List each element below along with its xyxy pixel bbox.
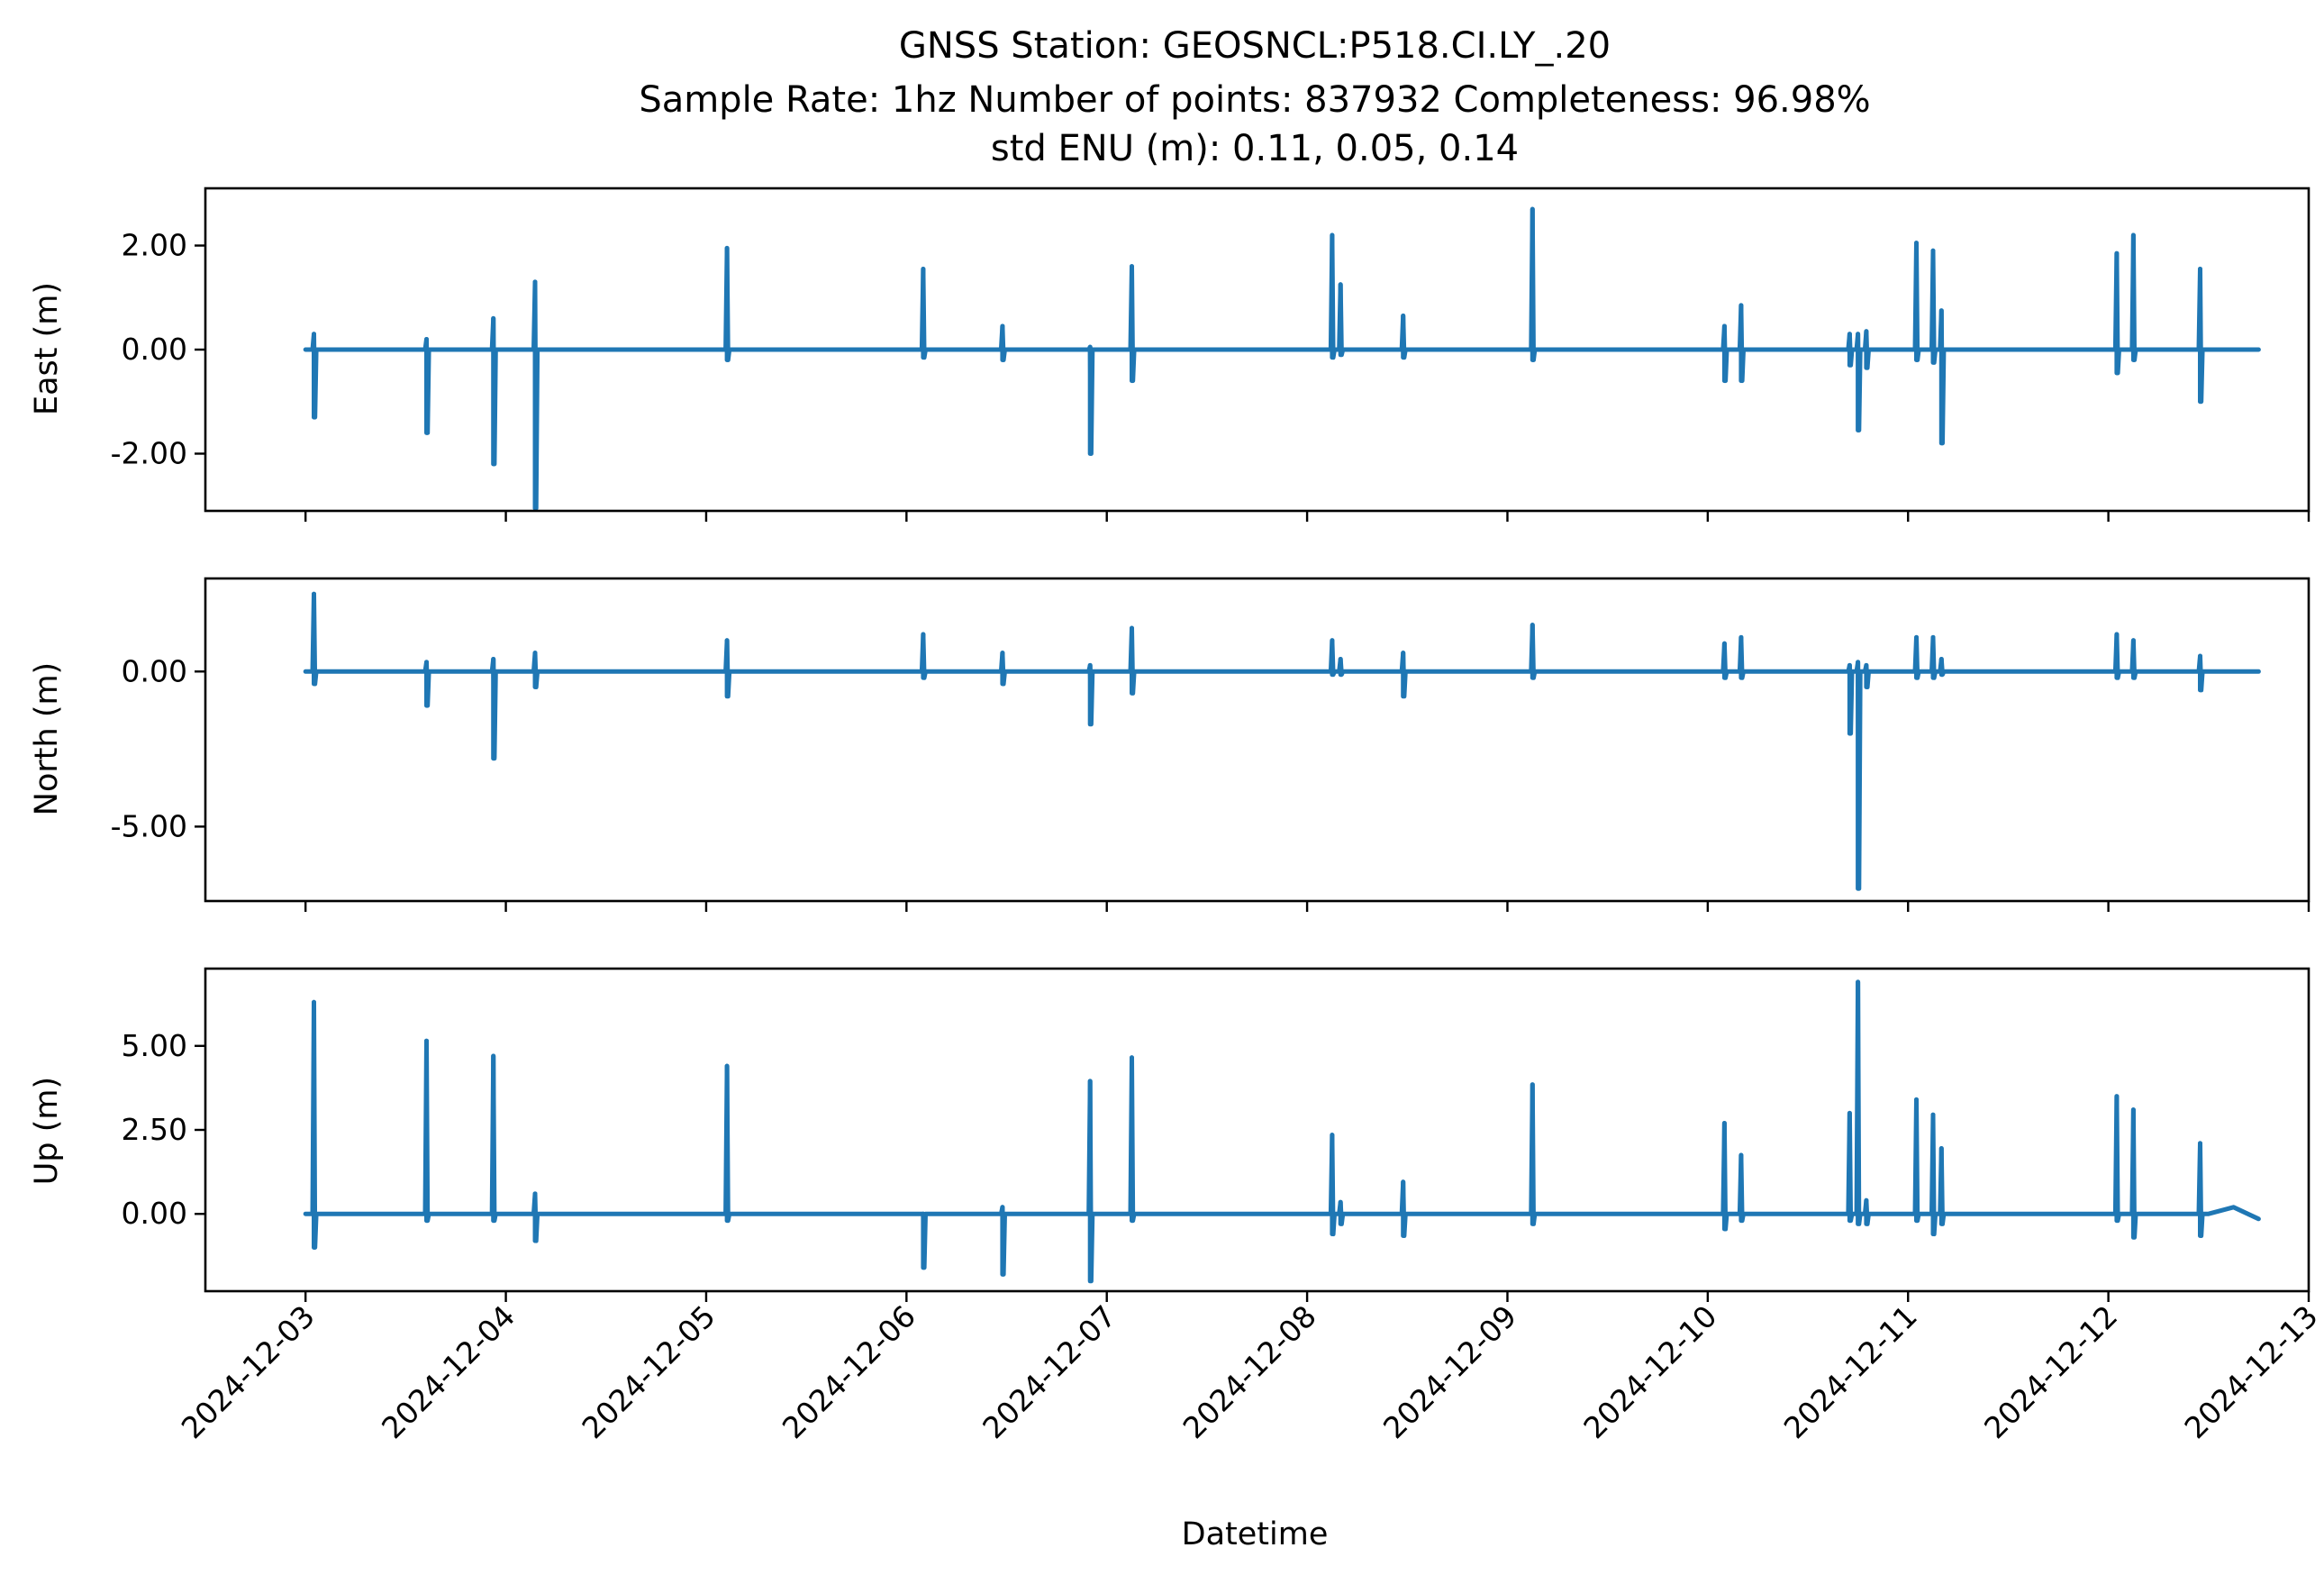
east-ytick-label-2: 2.00 <box>122 228 187 263</box>
title-line-sample-rate: Sample Rate: 1hz Number of points: 83793… <box>639 79 1870 121</box>
north-panel: North (m) -5.00 0.00 <box>29 577 2310 912</box>
title-line-std-enu: std ENU (m): 0.11, 0.05, 0.14 <box>991 128 1519 169</box>
up-ytick-label-0: 0.00 <box>122 1196 187 1231</box>
figure-title: GNSS Station: GEOSNCL:P518.CI.LY_.20 Sam… <box>639 25 1870 169</box>
north-ylabel: North (m) <box>29 662 65 815</box>
east-panel: East (m) -2.00 0.00 2.00 <box>29 187 2310 522</box>
x-axis-label: Datetime <box>1182 1516 1329 1552</box>
up-ytick-label-1: 2.50 <box>122 1112 187 1147</box>
east-ytick-label-0: -2.00 <box>111 435 187 470</box>
title-line-station: GNSS Station: GEOSNCL:P518.CI.LY_.20 <box>899 25 1611 67</box>
north-ytick-label-1: 0.00 <box>122 653 187 688</box>
up-ytick-label-2: 5.00 <box>122 1028 187 1063</box>
east-ylabel: East (m) <box>29 282 65 415</box>
up-ylabel: Up (m) <box>29 1077 65 1185</box>
east-ytick-label-1: 0.00 <box>122 332 187 367</box>
north-ytick-label-0: -5.00 <box>111 808 187 843</box>
north-plot-frame <box>204 577 2310 903</box>
